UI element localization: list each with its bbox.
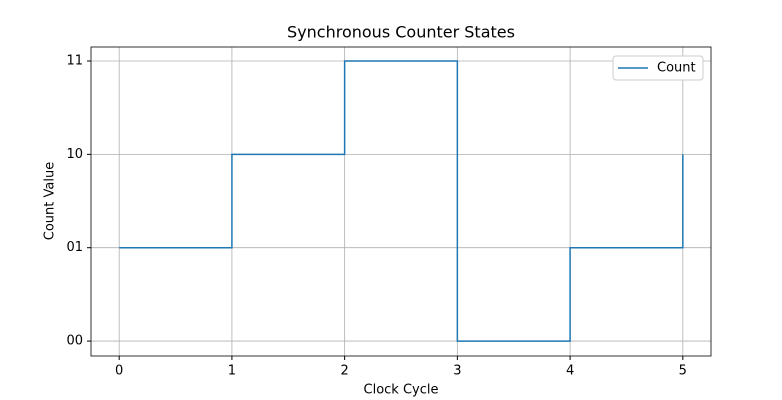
legend-box <box>612 55 704 81</box>
chart-title: Synchronous Counter States <box>287 23 515 42</box>
x-tick-label: 2 <box>340 364 348 379</box>
axes-frame <box>90 46 712 357</box>
y-tick-label: 01 <box>66 240 83 255</box>
x-tick-label: 0 <box>115 364 123 379</box>
legend-label: Count <box>657 61 696 76</box>
y-axis-label: Count Value <box>43 162 58 240</box>
x-tick-label: 5 <box>679 364 687 379</box>
y-tick-label: 10 <box>66 147 83 162</box>
y-tick-label: 00 <box>66 334 83 349</box>
x-tick-label: 4 <box>566 364 574 379</box>
x-axis-label: Clock Cycle <box>364 383 439 398</box>
x-tick-label: 3 <box>453 364 461 379</box>
x-tick-label: 1 <box>228 364 236 379</box>
y-tick-label: 11 <box>66 54 83 69</box>
step-line <box>119 60 684 342</box>
